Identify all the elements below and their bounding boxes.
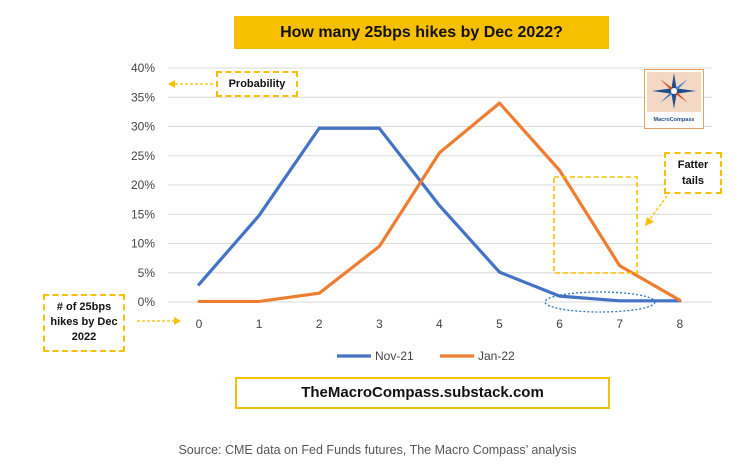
tails-arrow-head [645,217,654,226]
x-tick-label: 5 [496,317,503,331]
decorations [137,80,668,325]
tails-arrow-line [649,195,668,220]
probability-arrow-head [168,80,175,88]
legend-label: Nov-21 [375,349,414,363]
x-tick-label: 8 [676,317,683,331]
source-caption: Source: CME data on Fed Funds futures, T… [178,443,577,457]
legend-label: Jan-22 [478,349,515,363]
y-tick-label: 25% [131,149,155,163]
x-tick-label: 7 [616,317,623,331]
hikes-arrow-head [174,317,181,325]
y-axis-ticks: 0% 5% 10% 15% 20% 25% 30% 35% 40% [131,61,155,309]
series-lines [197,101,682,304]
y-tick-label: 20% [131,178,155,192]
x-axis-ticks: 0 1 2 3 4 5 6 7 8 [196,317,684,331]
svg-text:MacroCompass: MacroCompass [654,117,695,123]
hikes-axis-annotation: # of 25bps hikes by Dec 2022 [43,294,125,352]
y-tick-label: 15% [131,207,155,221]
x-tick-label: 4 [436,317,443,331]
legend: Nov-21 Jan-22 [337,349,515,363]
x-tick-label: 3 [376,317,383,331]
fatter-tails-annotation: Fatter tails [664,152,722,194]
tail-ellipse [544,291,656,313]
chart-title: How many 25bps hikes by Dec 2022? [234,16,609,49]
x-tick-label: 6 [556,317,563,331]
series-line-Jan-22 [197,101,682,304]
x-tick-label: 2 [316,317,323,331]
y-tick-label: 5% [138,266,156,280]
macro-compass-logo: MacroCompass [644,69,704,129]
y-tick-label: 10% [131,237,155,251]
y-tick-label: 35% [131,90,155,104]
y-tick-label: 30% [131,120,155,134]
x-tick-label: 1 [256,317,263,331]
grid-lines [168,67,712,303]
y-tick-label: 40% [131,61,155,75]
probability-annotation: Probability [216,71,298,97]
website-banner[interactable]: TheMacroCompass.substack.com [235,377,610,409]
x-tick-label: 0 [196,317,203,331]
tails-highlight-box [553,176,638,274]
y-tick-label: 0% [138,295,156,309]
